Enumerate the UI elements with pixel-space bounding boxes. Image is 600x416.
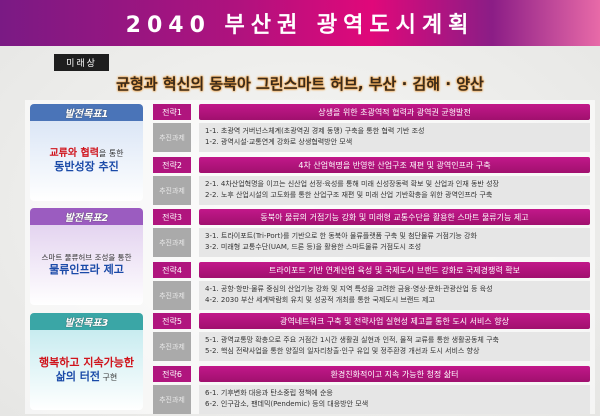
task-item: 5-1. 광역교통망 확충으로 주요 거점간 1시간 생활권 실현과 인적, 물… — [205, 336, 499, 344]
goal-label: 발전목표1 — [30, 104, 143, 121]
goal-emphasis: 행복하고 지속가능한 — [39, 355, 134, 369]
strategy-label: 전략1 — [153, 104, 191, 120]
strategy-label: 전략2 — [153, 157, 191, 173]
strategy-title: 동북아 물류의 거점기능 강화 및 미래형 교통수단을 활용한 스마트 물류기능… — [199, 209, 590, 225]
strategy-label: 전략4 — [153, 262, 191, 278]
task-label: 추진과제 — [153, 281, 191, 310]
goal-emphasis: 삶의 터전 — [55, 370, 101, 383]
title-bar: 2040 부산권 광역도시계획 — [0, 0, 600, 46]
goal-2: 발전목표2 스마트 물류허브 조성을 통한 물류인프라 제고 — [30, 208, 143, 305]
vision-tag: 미래상 — [54, 54, 109, 71]
task-list: 6-1. 기후변화 대응과 탄소중립 정책에 순응 6-2. 인구감소, 팬데믹… — [199, 385, 590, 414]
task-item: 6-2. 인구감소, 팬데믹(Pendemic) 등의 대응방안 모색 — [205, 400, 369, 408]
goal-body: 교류와 협력을 통한 동반성장 추진 — [30, 121, 143, 201]
task-label: 추진과제 — [153, 176, 191, 205]
goal-text: 구현 — [100, 373, 118, 382]
goal-emphasis: 동반성장 추진 — [54, 160, 119, 174]
task-item: 1-2. 광역시설·교통연계 강화로 상생협력방안 모색 — [205, 138, 353, 146]
strategy-title: 트라이포트 기반 연계산업 육성 및 국제도시 브랜드 강화로 국제경쟁력 확보 — [199, 262, 590, 278]
task-item: 4-2. 2030 부산 세계박람회 유치 및 성공적 개최를 통한 국제도시 … — [205, 296, 435, 304]
page-title: 2040 부산권 광역도시계획 — [125, 13, 475, 38]
strategy-title: 상생을 위한 초광역적 협력과 광역권 균형발전 — [199, 104, 590, 120]
goal-1: 발전목표1 교류와 협력을 통한 동반성장 추진 — [30, 104, 143, 201]
strategy-label: 전략6 — [153, 366, 191, 382]
strategy-title: 광역네트워크 구축 및 전략사업 실현성 제고를 통한 도시 서비스 향상 — [199, 313, 590, 329]
strategy-title: 환경친화적이고 지속 가능한 청정 삶터 — [199, 366, 590, 382]
task-item: 2-2. 노후 산업시설의 고도화를 통한 산업구조 재편 및 미래 산업 기반… — [205, 191, 493, 199]
task-label: 추진과제 — [153, 332, 191, 361]
strategy-title: 4차 산업혁명을 반영한 산업구조 재편 및 광역인프라 구축 — [199, 157, 590, 173]
vision-statement: 균형과 혁신의 동북아 그린스마트 허브, 부산 · 김해 · 양산 — [116, 75, 484, 93]
task-item: 6-1. 기후변화 대응과 탄소중립 정책에 순응 — [205, 389, 333, 397]
task-item: 1-1. 초광역 거버넌스체계(초광역권 경제 동맹) 구축을 통한 협력 기반… — [205, 127, 425, 135]
task-item: 5-2. 핵심 전략사업을 통한 양질의 일자리창출·인구 유입 및 정주환경 … — [205, 347, 480, 355]
task-label: 추진과제 — [153, 385, 191, 414]
task-list: 1-1. 초광역 거버넌스체계(초광역권 경제 동맹) 구축을 통한 협력 기반… — [199, 123, 590, 152]
task-list: 3-1. 트라이포트(Tri-Port)를 기반으로 한 동북아 물류플랫폼 구… — [199, 228, 590, 257]
goal-label: 발전목표2 — [30, 208, 143, 225]
goal-body: 행복하고 지속가능한 삶의 터전 구현 — [30, 330, 143, 410]
task-item: 4-1. 공항·항만·물류 중심의 산업기능 강화 및 지역 특성을 고려한 금… — [205, 285, 493, 293]
strategy-label: 전략5 — [153, 313, 191, 329]
goal-label: 발전목표3 — [30, 313, 143, 330]
task-item: 3-1. 트라이포트(Tri-Port)를 기반으로 한 동북아 물류플랫폼 구… — [205, 232, 477, 240]
task-list: 4-1. 공항·항만·물류 중심의 산업기능 강화 및 지역 특성을 고려한 금… — [199, 281, 590, 310]
goal-emphasis: 물류인프라 제고 — [49, 262, 124, 276]
task-item: 2-1. 4차산업혁명을 이끄는 신산업 선정·육성를 통해 미래 신성장동력 … — [205, 180, 499, 188]
task-list: 2-1. 4차산업혁명을 이끄는 신산업 선정·육성를 통해 미래 신성장동력 … — [199, 176, 590, 205]
goal-3: 발전목표3 행복하고 지속가능한 삶의 터전 구현 — [30, 313, 143, 410]
goal-text: 스마트 물류허브 조성을 통한 — [41, 252, 132, 262]
task-label: 추진과제 — [153, 123, 191, 152]
task-list: 5-1. 광역교통망 확충으로 주요 거점간 1시간 생활권 실현과 인적, 물… — [199, 332, 590, 361]
strategy-label: 전략3 — [153, 209, 191, 225]
task-label: 추진과제 — [153, 228, 191, 257]
task-item: 3-2. 미래형 교통수단(UAM, 드론 등)을 활용한 스마트물류 거점도시… — [205, 243, 422, 251]
goal-emphasis: 교류와 협력 — [49, 148, 99, 160]
goal-text: 을 통한 — [98, 149, 124, 159]
goal-body: 스마트 물류허브 조성을 통한 물류인프라 제고 — [30, 225, 143, 305]
